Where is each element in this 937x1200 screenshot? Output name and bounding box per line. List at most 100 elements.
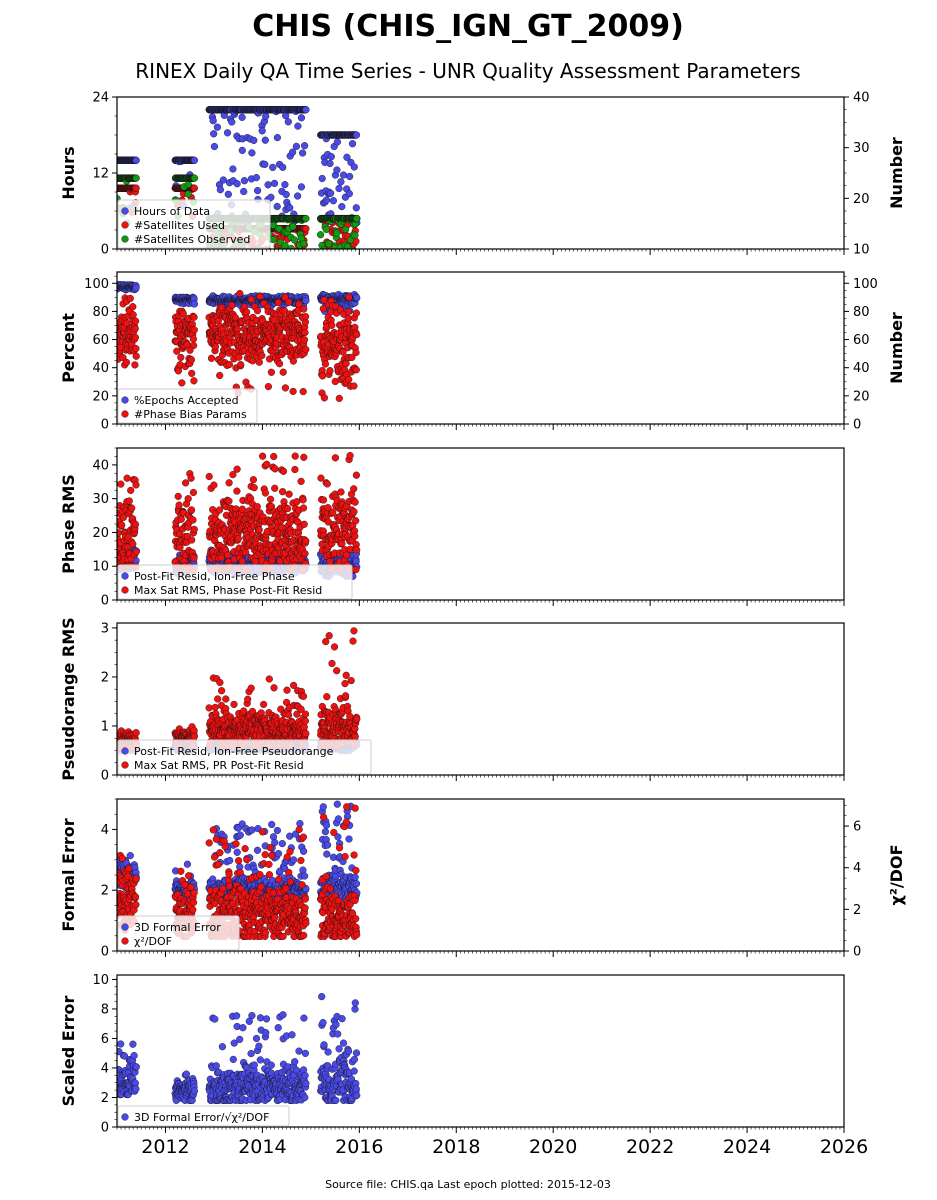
- data-point: [255, 358, 263, 366]
- data-point: [333, 229, 341, 237]
- y-axis-label-right: Number: [887, 312, 906, 384]
- data-point: [216, 371, 224, 380]
- data-point: [119, 513, 128, 522]
- data-point: [302, 345, 310, 354]
- data-point: [219, 176, 227, 184]
- data-point: [240, 177, 249, 185]
- data-point: [132, 352, 140, 360]
- data-point: [342, 225, 350, 234]
- y-tick-label: 24: [92, 91, 109, 106]
- data-point: [256, 292, 264, 301]
- data-point: [267, 255, 274, 262]
- data-point: [346, 172, 354, 181]
- data-point: [332, 302, 340, 310]
- x-ticks: [116, 424, 845, 430]
- y-tick-label: 100: [84, 277, 109, 292]
- data-point: [247, 295, 256, 304]
- data-point: [177, 515, 185, 523]
- data-point: [253, 503, 261, 511]
- data-point: [233, 255, 240, 262]
- data-point: [215, 506, 224, 514]
- data-point: [249, 476, 258, 484]
- data-point: [248, 149, 256, 157]
- data-point: [294, 192, 302, 200]
- data-point: [353, 331, 361, 339]
- data-point: [244, 250, 251, 257]
- data-point: [291, 254, 298, 261]
- data-point: [188, 369, 196, 378]
- legend-box: [117, 199, 271, 249]
- data-point: [127, 486, 135, 495]
- data-point: [352, 366, 360, 374]
- data-point: [129, 311, 137, 319]
- y-right-tick-label: 30: [853, 141, 870, 156]
- data-point: [223, 129, 232, 137]
- data-point: [301, 328, 309, 337]
- data-point: [177, 353, 185, 362]
- data-point: [187, 356, 196, 364]
- scatter-points: [117, 452, 361, 581]
- data-point: [248, 252, 255, 259]
- data-point: [281, 384, 290, 392]
- data-point: [250, 136, 258, 145]
- data-point: [254, 187, 262, 195]
- data-point: [350, 382, 358, 390]
- data-point: [240, 187, 248, 196]
- data-point: [218, 253, 225, 260]
- y-tick-label: 40: [92, 361, 109, 376]
- data-point: [297, 183, 306, 191]
- data-point: [333, 166, 341, 174]
- data-point: [255, 526, 263, 534]
- y-axis-label-right: Number: [887, 137, 906, 209]
- y-tick-label: 20: [92, 389, 109, 404]
- data-point: [248, 253, 255, 260]
- data-point: [285, 298, 293, 306]
- data-point: [184, 180, 192, 189]
- data-point: [274, 298, 282, 307]
- data-point: [337, 178, 345, 186]
- data-point: [190, 174, 199, 182]
- data-point: [174, 492, 182, 501]
- data-point: [207, 254, 214, 261]
- data-point: [339, 171, 348, 179]
- data-point: [236, 289, 244, 298]
- data-point: [258, 127, 266, 135]
- legend: %Epochs Accepted#Phase Bias Params: [117, 388, 258, 424]
- data-point: [318, 254, 325, 261]
- data-point: [267, 193, 275, 201]
- data-point: [302, 297, 310, 305]
- data-point: [293, 498, 301, 506]
- data-point: [234, 535, 242, 543]
- data-point: [218, 254, 225, 261]
- data-point: [279, 488, 287, 496]
- data-point: [233, 180, 241, 188]
- figure-title: CHIS (CHIS_IGN_GT_2009): [252, 9, 684, 44]
- data-point: [343, 242, 352, 249]
- data-point: [281, 293, 289, 301]
- data-point: [285, 490, 293, 498]
- data-point: [184, 495, 192, 503]
- data-point: [352, 309, 361, 317]
- data-point: [334, 255, 341, 262]
- data-point: [190, 300, 199, 308]
- data-point: [261, 136, 269, 144]
- data-point: [317, 231, 325, 239]
- data-point: [238, 113, 246, 121]
- data-point: [264, 181, 272, 189]
- y-tick-label: 12: [92, 167, 109, 182]
- data-point: [226, 248, 229, 249]
- data-point: [255, 252, 262, 259]
- data-point: [205, 472, 213, 481]
- data-point: [353, 294, 361, 302]
- data-point: [187, 474, 195, 482]
- data-point: [128, 504, 136, 512]
- data-point: [271, 484, 279, 492]
- data-point: [267, 495, 275, 503]
- data-point: [252, 557, 260, 566]
- data-point: [322, 196, 331, 204]
- data-point: [210, 130, 218, 138]
- data-point: [132, 317, 140, 325]
